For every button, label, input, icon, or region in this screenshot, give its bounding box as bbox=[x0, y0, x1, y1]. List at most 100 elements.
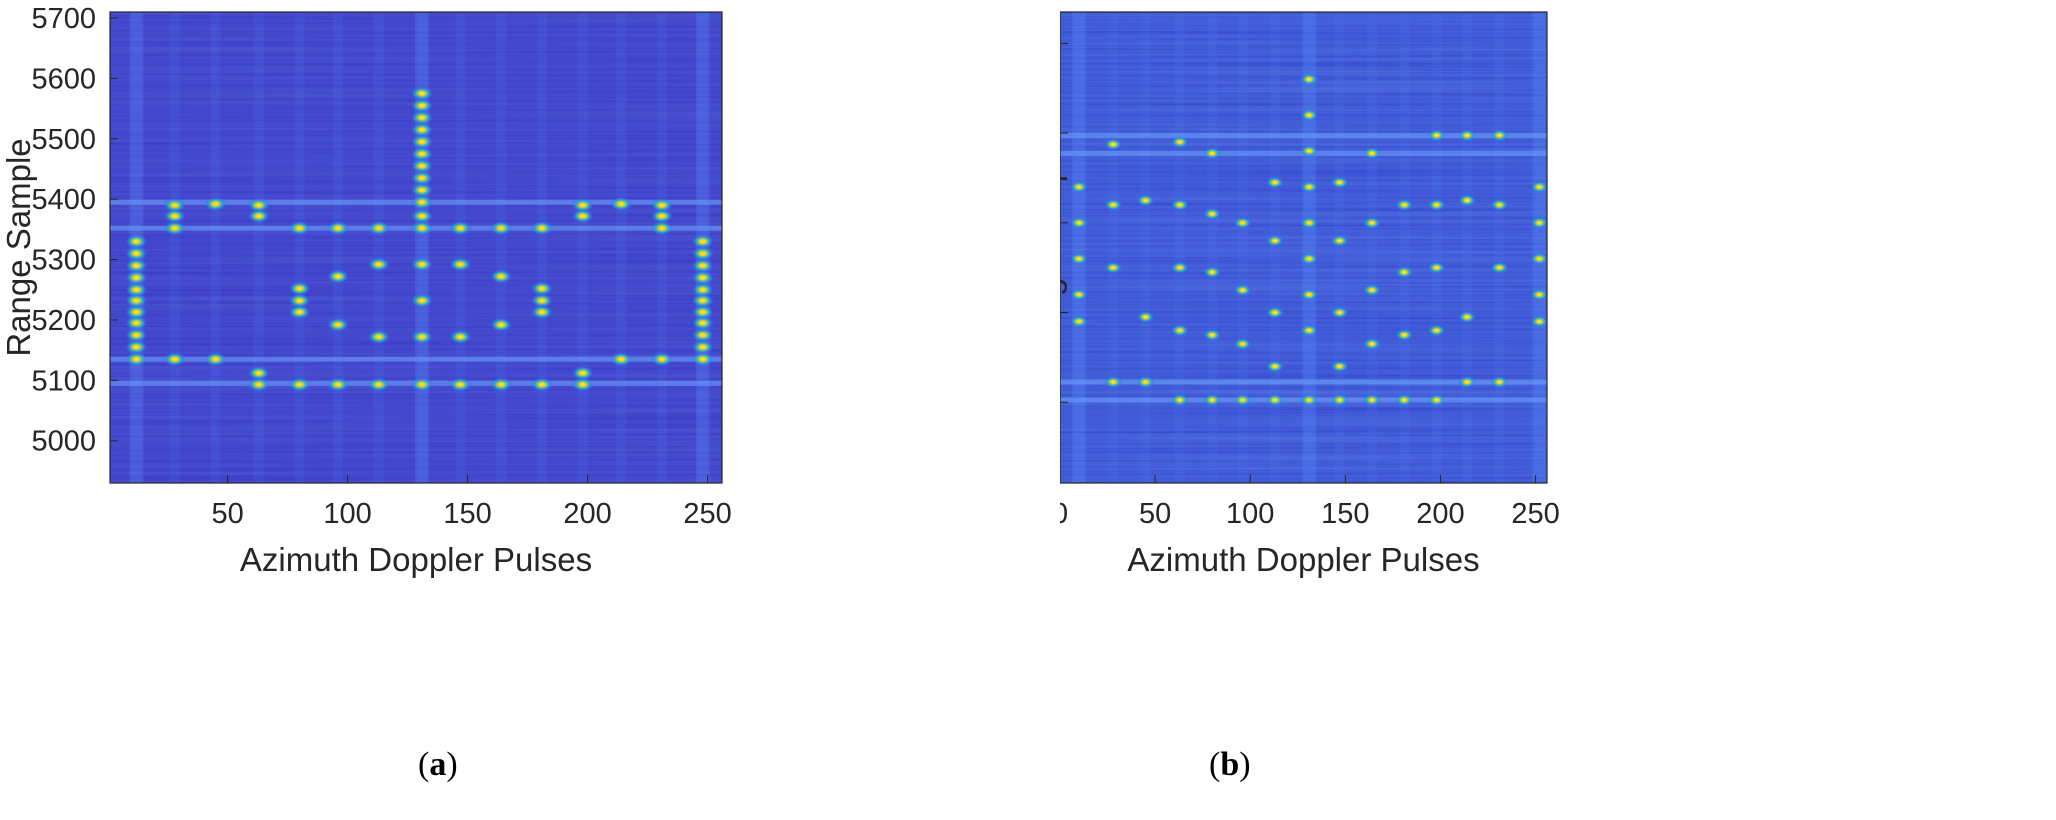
heatmap-peak bbox=[1233, 216, 1252, 229]
heatmap-peak bbox=[1530, 180, 1547, 193]
y-tick-label: 5500 bbox=[31, 124, 96, 156]
heatmap-peak bbox=[247, 366, 270, 381]
caption-a-open: ( bbox=[418, 746, 430, 783]
heatmap-bright-column bbox=[1072, 12, 1087, 483]
x-tick-label: 50 bbox=[1139, 498, 1171, 530]
heatmap-peak bbox=[1300, 324, 1319, 337]
heatmap-column-streak bbox=[1108, 12, 1119, 483]
heatmap-peak bbox=[288, 221, 311, 236]
heatmap-column-streak bbox=[1366, 12, 1377, 483]
heatmap-column-streak bbox=[1534, 12, 1545, 483]
heatmap-peak bbox=[327, 221, 349, 236]
heatmap-bright-column bbox=[415, 12, 429, 483]
caption-a: (a) bbox=[418, 746, 458, 784]
heatmap-peak bbox=[449, 377, 472, 392]
heatmap-peak bbox=[691, 328, 714, 343]
heatmap-peak bbox=[1395, 198, 1414, 211]
y-tick-label: 5300 bbox=[31, 245, 96, 277]
heatmap-column-streak bbox=[455, 12, 466, 483]
heatmap-peak bbox=[411, 171, 433, 186]
heatmap-column-streak bbox=[333, 12, 343, 483]
heatmap-peak bbox=[1300, 73, 1319, 86]
heatmap-peak bbox=[288, 305, 311, 320]
heatmap-peak bbox=[1395, 266, 1414, 279]
heatmap-chart-a: 50 100 150 200 250 5000 5100 5200 5300 5400 5500 56… bbox=[0, 3, 732, 578]
heatmap-peak bbox=[1070, 252, 1089, 265]
heatmap-peak bbox=[125, 234, 148, 249]
heatmap-peak bbox=[1203, 147, 1222, 160]
caption-a-letter: a bbox=[429, 746, 447, 783]
heatmap-column-streak bbox=[1431, 12, 1442, 483]
heatmap-peak bbox=[1300, 145, 1319, 158]
heatmap-peak bbox=[691, 305, 714, 320]
heatmap-peak bbox=[247, 377, 270, 392]
heatmap-peak bbox=[1136, 376, 1155, 389]
heatmap-peak bbox=[691, 340, 714, 355]
heatmap-peak bbox=[163, 221, 186, 236]
heatmap-peak bbox=[125, 258, 148, 273]
heatmap-peak bbox=[411, 221, 433, 236]
y-tick-label: 5100 bbox=[31, 365, 96, 397]
heatmap-peak bbox=[1300, 252, 1319, 265]
heatmap-peak bbox=[1300, 394, 1319, 407]
heatmap-peak bbox=[1300, 180, 1319, 193]
heatmap-column-streak bbox=[294, 12, 305, 483]
heatmap-peak bbox=[1362, 394, 1381, 407]
heatmap-peak bbox=[1427, 198, 1446, 211]
heatmap-peak bbox=[1300, 109, 1319, 122]
heatmap-peak bbox=[288, 281, 311, 296]
heatmap-peak bbox=[1427, 324, 1446, 337]
heatmap-peak bbox=[449, 257, 472, 272]
heatmap-column-streak bbox=[1269, 12, 1280, 483]
heatmap-column-streak bbox=[1494, 12, 1505, 483]
heatmap-peak bbox=[411, 183, 433, 198]
heatmap-peak bbox=[1170, 198, 1189, 211]
heatmap-column-streak bbox=[1207, 12, 1218, 483]
x-axis-label: Azimuth Doppler Pulses bbox=[240, 541, 592, 578]
heatmap-column-streak bbox=[1334, 12, 1345, 483]
heatmap-peak bbox=[163, 198, 186, 213]
x-tick-label: 150 bbox=[443, 498, 491, 530]
heatmap-peak bbox=[1136, 194, 1155, 207]
heatmap-column-streak bbox=[616, 12, 627, 483]
caption-b: (b) bbox=[1209, 746, 1251, 784]
heatmap-column-streak bbox=[373, 12, 384, 483]
heatmap-peak bbox=[1530, 252, 1547, 265]
heatmap-peak bbox=[490, 221, 513, 236]
heatmap-peak bbox=[1136, 311, 1155, 324]
heatmap-peak bbox=[204, 197, 227, 212]
heatmap-peak bbox=[204, 352, 227, 367]
heatmap-peak bbox=[367, 329, 390, 344]
figure-b: 05010015020025050005200540056005800Azimu… bbox=[981, 0, 2050, 815]
heatmap-peak bbox=[1203, 394, 1222, 407]
heatmap-peak bbox=[1070, 315, 1089, 328]
heatmap-peak bbox=[288, 293, 311, 308]
heatmap-peak bbox=[125, 340, 148, 355]
heatmap-peak bbox=[1362, 216, 1381, 229]
y-tick-label: 5400 bbox=[31, 184, 96, 216]
caption-a-close: ) bbox=[446, 746, 458, 783]
heatmap-peak bbox=[1362, 337, 1381, 350]
heatmap-peak bbox=[1170, 324, 1189, 337]
y-tick-label: 5700 bbox=[31, 3, 96, 35]
heatmap-column-streak bbox=[657, 12, 667, 483]
heatmap-peak bbox=[651, 221, 673, 236]
heatmap-peak bbox=[531, 377, 553, 392]
heatmap-bright-row bbox=[1060, 132, 1547, 138]
heatmap-peak bbox=[490, 269, 513, 284]
heatmap-column-streak bbox=[210, 12, 221, 483]
heatmap-peak bbox=[327, 377, 349, 392]
heatmap-peak bbox=[1265, 394, 1284, 407]
x-tick-label: 250 bbox=[683, 498, 731, 530]
x-tick-label: 200 bbox=[1416, 498, 1464, 530]
y-tick-label: 5200 bbox=[31, 305, 96, 337]
heatmap-peak bbox=[411, 146, 433, 161]
heatmap-peak bbox=[411, 377, 433, 392]
heatmap-peak bbox=[490, 377, 513, 392]
heatmap-peak bbox=[571, 209, 594, 224]
heatmap-peak bbox=[691, 258, 714, 273]
heatmap-peak bbox=[651, 209, 673, 224]
heatmap-peak bbox=[1070, 180, 1089, 193]
heatmap-peak bbox=[1170, 261, 1189, 274]
heatmap-peak bbox=[125, 246, 148, 261]
